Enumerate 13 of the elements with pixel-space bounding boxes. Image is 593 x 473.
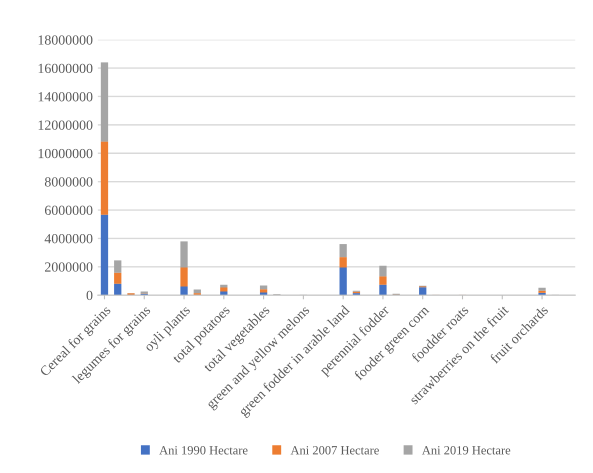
y-tick-label: 10000000	[38, 148, 92, 158]
legend-label: Ani 1990 Hectare	[159, 446, 248, 454]
y-tick-label: 18000000	[38, 35, 92, 45]
y-tick-label: 8000000	[44, 177, 92, 187]
y-tick-label: 4000000	[44, 234, 92, 244]
y-tick-label: 6000000	[44, 206, 92, 215]
legend-label: Ani 2019 Hectare	[422, 446, 510, 454]
y-tick-label: 2000000	[44, 262, 92, 272]
y-tick-label: 14000000	[38, 92, 92, 102]
legend-label: Ani 2007 Hectare	[290, 446, 379, 454]
y-tick-label: 12000000	[38, 120, 92, 130]
y-tick-label: 16000000	[38, 64, 92, 74]
y-tick-label: 0	[86, 290, 92, 300]
